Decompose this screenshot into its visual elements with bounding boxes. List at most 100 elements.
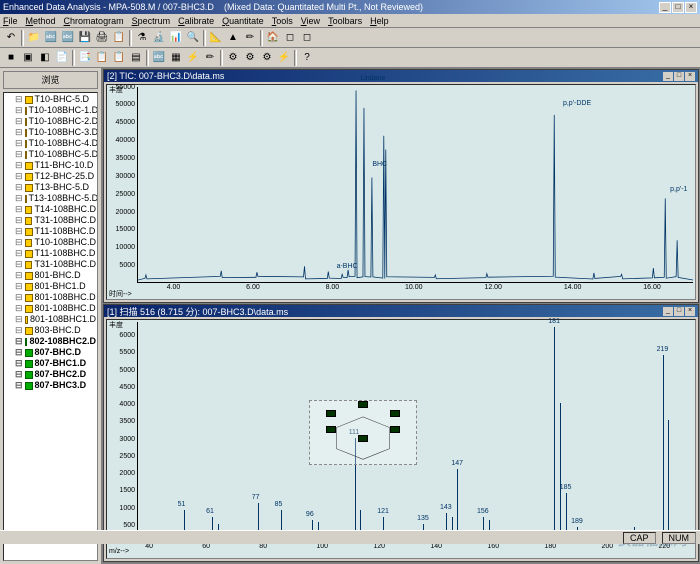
tree-item[interactable]: ⊟801-108BHC.D	[5, 303, 96, 314]
menu-file[interactable]: File	[3, 16, 18, 26]
toolbar-btn-33[interactable]: ?	[299, 50, 315, 66]
maximize-icon[interactable]: □	[672, 2, 684, 13]
toolbar-btn-4[interactable]: 💾	[77, 30, 93, 46]
menu-chromatogram[interactable]: Chromatogram	[64, 16, 124, 26]
menu-tools[interactable]: Tools	[272, 16, 293, 26]
toolbar-btn-27[interactable]: ⚡	[185, 50, 201, 66]
toolbar-btn-13[interactable]: ✏	[242, 30, 258, 46]
panel-max-icon[interactable]: □	[674, 307, 684, 316]
toolbar-btn-14[interactable]: 🏠	[265, 30, 281, 46]
tree-item[interactable]: ⊟T14-108BHC.D	[5, 204, 96, 215]
tree-item[interactable]: ⊟807-BHC1.D	[5, 358, 96, 369]
toolbar-btn-2[interactable]: 🔤	[43, 30, 59, 46]
tree-item[interactable]: ⊟T10-108BHC-1.D	[5, 105, 96, 116]
toolbar-btn-15[interactable]: ◻	[282, 30, 298, 46]
toolbar-btn-28[interactable]: ✏	[202, 50, 218, 66]
tree-item[interactable]: ⊟T31-108BHC.D	[5, 215, 96, 226]
spectrum-bar	[560, 403, 561, 541]
mass-label: 85	[275, 501, 283, 508]
menu-toolbars[interactable]: Toolbars	[328, 16, 362, 26]
minimize-icon[interactable]: _	[659, 2, 671, 13]
toolbar-btn-11[interactable]: 📐	[208, 30, 224, 46]
tree-item[interactable]: ⊟802-108BHC2.D	[5, 336, 96, 347]
tic-chart[interactable]: 丰度 5000100001500020000250003000035000400…	[106, 84, 696, 300]
close-icon[interactable]: ×	[685, 2, 697, 13]
menu-calibrate[interactable]: Calibrate	[178, 16, 214, 26]
toolbar-btn-18[interactable]: ▣	[20, 50, 36, 66]
peak-label: p,p'-DDE	[563, 100, 591, 107]
tree-item[interactable]: ⊟T11-108BHC.D	[5, 226, 96, 237]
toolbar-btn-24[interactable]: ▤	[128, 50, 144, 66]
toolbar-btn-22[interactable]: 📋	[94, 50, 110, 66]
tree-item[interactable]: ⊟T13-108BHC-5.D	[5, 193, 96, 204]
toolbar-btn-0[interactable]: ↶	[3, 30, 19, 46]
toolbar-btn-9[interactable]: 📊	[168, 30, 184, 46]
menu-view[interactable]: View	[301, 16, 320, 26]
toolbar-2: ■▣◧📄📑📋📋▤🔤▦⚡✏⚙⚙⚙⚡?	[0, 48, 700, 68]
toolbar-btn-3[interactable]: 🔤	[60, 30, 76, 46]
tree-item[interactable]: ⊟T12-BHC-25.D	[5, 171, 96, 182]
menu-spectrum[interactable]: Spectrum	[132, 16, 171, 26]
menu-help[interactable]: Help	[370, 16, 389, 26]
panel-title-1: [2] TIC: 007-BHC3.D\data.ms _□×	[104, 70, 698, 82]
toolbar-btn-16[interactable]: ◻	[299, 30, 315, 46]
tree-item[interactable]: ⊟T31-108BHC.D	[5, 259, 96, 270]
panel-min-icon[interactable]: _	[663, 307, 673, 316]
tree-item[interactable]: ⊟T11-BHC-10.D	[5, 160, 96, 171]
panel-title-2: [1] 扫描 516 (8.715 分): 007-BHC3.D\data.ms…	[104, 305, 698, 317]
peak-label: a-BHC	[337, 263, 358, 270]
toolbar-btn-17[interactable]: ■	[3, 50, 19, 66]
toolbar-btn-10[interactable]: 🔍	[185, 30, 201, 46]
tree-item[interactable]: ⊟T10-108BHC-5.D	[5, 149, 96, 160]
window-buttons: _ □ ×	[659, 2, 697, 13]
tree-item[interactable]: ⊟801-108BHC1.D	[5, 314, 96, 325]
panel-max-icon[interactable]: □	[674, 72, 684, 81]
sidebar-header[interactable]: 浏览	[3, 71, 98, 89]
toolbar-btn-8[interactable]: 🔬	[151, 30, 167, 46]
toolbar-btn-29[interactable]: ⚙	[225, 50, 241, 66]
peak-label: p,p'-1	[670, 186, 687, 193]
tree-item[interactable]: ⊟T10-108BHC-2.D	[5, 116, 96, 127]
toolbar-btn-6[interactable]: 📋	[111, 30, 127, 46]
tree-item[interactable]: ⊟T10-108BHC-4.D	[5, 138, 96, 149]
toolbar-btn-30[interactable]: ⚙	[242, 50, 258, 66]
toolbar-btn-26[interactable]: ▦	[168, 50, 184, 66]
mass-label: 121	[377, 508, 389, 515]
tree-item[interactable]: ⊟801-BHC.D	[5, 270, 96, 281]
toolbar-btn-21[interactable]: 📑	[77, 50, 93, 66]
mass-label: 61	[206, 508, 214, 515]
statusbar: CAP NUM	[0, 530, 700, 544]
menu-method[interactable]: Method	[26, 16, 56, 26]
toolbar-btn-23[interactable]: 📋	[111, 50, 127, 66]
menu-quantitate[interactable]: Quantitate	[222, 16, 264, 26]
mass-label: 185	[560, 484, 572, 491]
tree-item[interactable]: ⊟807-BHC3.D	[5, 380, 96, 391]
mass-spectrum-chart[interactable]: 丰度 5001000150020002500300035004000450050…	[106, 319, 696, 559]
tree-item[interactable]: ⊟801-BHC1.D	[5, 281, 96, 292]
panel-close-icon[interactable]: ×	[685, 307, 695, 316]
toolbar-btn-25[interactable]: 🔤	[151, 50, 167, 66]
tree-item[interactable]: ⊟T11-108BHC.D	[5, 248, 96, 259]
file-tree[interactable]: ⊟T10-BHC-5.D⊟T10-108BHC-1.D⊟T10-108BHC-2…	[3, 92, 98, 561]
tree-item[interactable]: ⊟T10-108BHC.D	[5, 237, 96, 248]
tree-item[interactable]: ⊟T10-108BHC-3.D	[5, 127, 96, 138]
structure-diagram	[309, 400, 417, 465]
panel-min-icon[interactable]: _	[663, 72, 673, 81]
menubar: File Method Chromatogram Spectrum Calibrate Q…	[0, 14, 700, 28]
tree-item[interactable]: ⊟803-BHC.D	[5, 325, 96, 336]
toolbar-btn-12[interactable]: ▲	[225, 30, 241, 46]
toolbar-btn-31[interactable]: ⚙	[259, 50, 275, 66]
tree-item[interactable]: ⊟T10-BHC-5.D	[5, 94, 96, 105]
toolbar-btn-7[interactable]: ⚗	[134, 30, 150, 46]
toolbar-btn-20[interactable]: 📄	[54, 50, 70, 66]
tree-item[interactable]: ⊟807-BHC2.D	[5, 369, 96, 380]
panel-close-icon[interactable]: ×	[685, 72, 695, 81]
tree-item[interactable]: ⊟T13-BHC-5.D	[5, 182, 96, 193]
tree-item[interactable]: ⊟801-108BHC.D	[5, 292, 96, 303]
toolbar-btn-19[interactable]: ◧	[37, 50, 53, 66]
toolbar-btn-32[interactable]: ⚡	[276, 50, 292, 66]
spectrum-panel: [1] 扫描 516 (8.715 分): 007-BHC3.D\data.ms…	[103, 304, 699, 562]
toolbar-btn-1[interactable]: 📁	[26, 30, 42, 46]
tree-item[interactable]: ⊟807-BHC.D	[5, 347, 96, 358]
toolbar-btn-5[interactable]: 🖨	[94, 30, 110, 46]
